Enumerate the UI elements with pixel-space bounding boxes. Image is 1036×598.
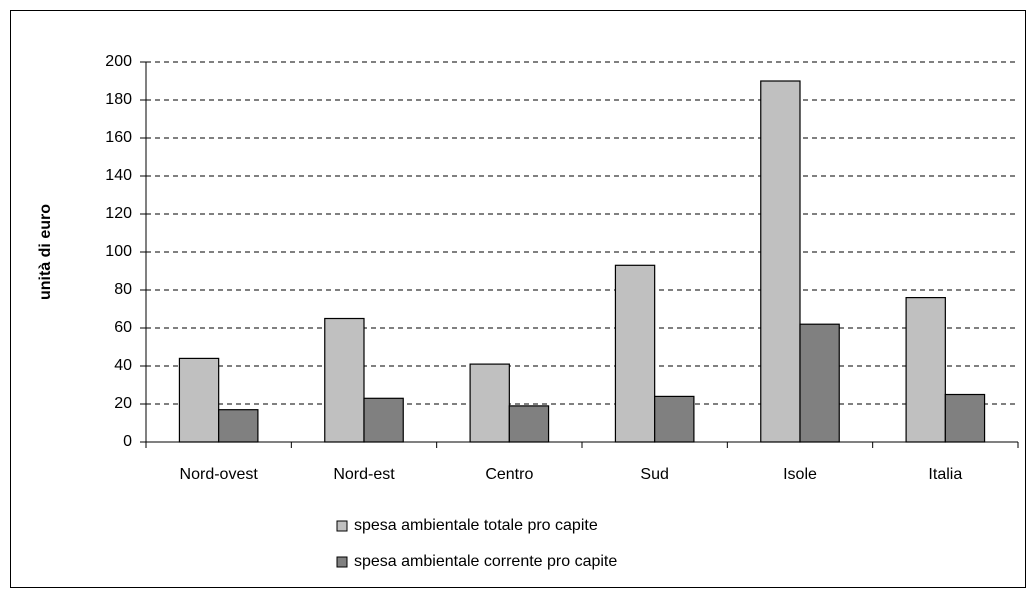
y-tick-label: 180 [105, 91, 132, 108]
bar [178, 357, 220, 443]
y-tick-label: 60 [114, 319, 132, 336]
x-tick-label: Italia [928, 466, 962, 483]
x-tick-label: Nord-ovest [180, 466, 259, 483]
bar [508, 405, 550, 443]
bar [363, 397, 404, 443]
y-tick-label: 0 [123, 433, 132, 450]
bar [654, 395, 695, 443]
bar [760, 80, 801, 443]
y-tick-label: 140 [105, 167, 132, 184]
y-tick-label: 80 [114, 281, 132, 298]
bar [614, 264, 656, 443]
x-tick-label: Sud [640, 466, 668, 483]
legend-label: spesa ambientale corrente pro capite [354, 553, 617, 570]
bar [905, 297, 946, 443]
x-tick-label: Isole [783, 466, 817, 483]
bar [469, 363, 510, 443]
bar [944, 393, 986, 443]
y-tick-label: 100 [105, 243, 132, 260]
bar [218, 409, 259, 443]
y-tick-label: 40 [114, 357, 132, 374]
y-tick-label: 20 [114, 395, 132, 412]
y-tick-label: 160 [105, 129, 132, 146]
legend-label: spesa ambientale totale pro capite [354, 517, 598, 534]
y-axis-label: unità di euro [37, 204, 54, 300]
y-tick-label: 200 [105, 53, 132, 70]
legend-swatch [336, 520, 348, 532]
chart-border [10, 10, 1026, 588]
x-tick-label: Centro [485, 466, 533, 483]
y-tick-label: 120 [105, 205, 132, 222]
x-tick-label: Nord-est [333, 466, 395, 483]
bar [799, 323, 840, 443]
bar [324, 317, 365, 443]
legend-swatch [336, 556, 348, 568]
